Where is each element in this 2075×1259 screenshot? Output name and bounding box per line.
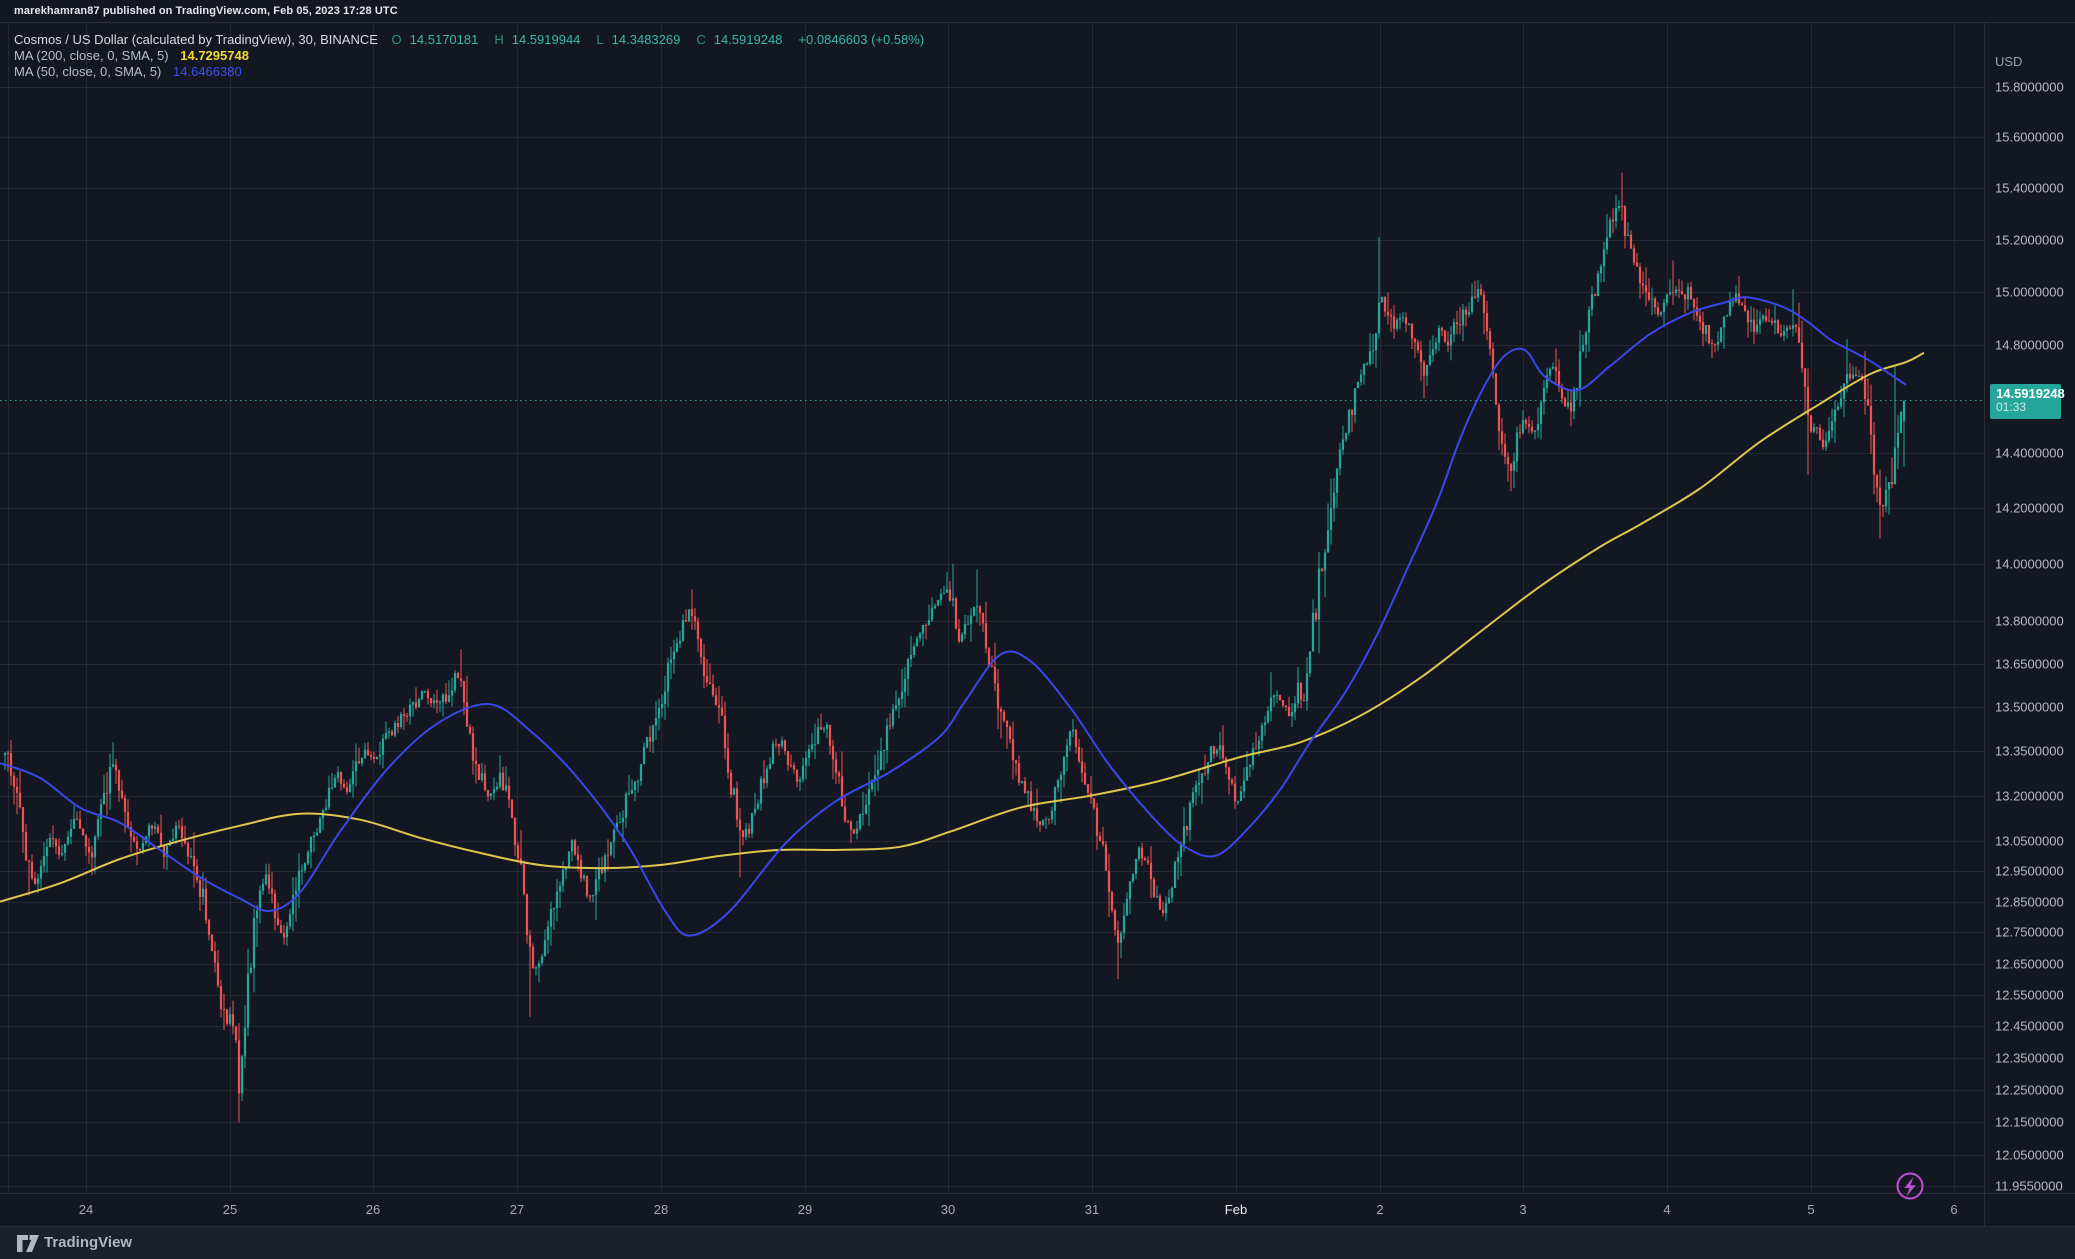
time-tick-label: 29 [797,1202,813,1217]
ma50-line [0,296,1907,937]
price-tick-label: 15.2000000 [1995,232,2064,248]
brand-text: TradingView [44,1234,133,1251]
time-tick-label: 28 [653,1202,669,1217]
price-tick-label: 13.6500000 [1995,656,2064,672]
close-value: 14.5919248 [713,32,783,47]
time-tick-label: 27 [509,1202,525,1217]
price-tick-label: 13.3500000 [1995,743,2064,759]
price-tick-label: 12.7500000 [1995,924,2064,940]
price-tick-label: 13.5000000 [1995,699,2064,715]
time-tick-label: Feb [1224,1202,1248,1217]
price-tick-label: 12.6500000 [1995,956,2064,971]
price-tick-label: 13.0500000 [1995,833,2064,849]
price-axis[interactable]: USD 14.5919248 01:33 15.8000000 15.600000… [1985,22,2075,1226]
time-axis[interactable]: 24 25 26 27 28 29 30 31 Feb 2 3 4 5 6 [0,1193,1984,1226]
price-tick-label: 12.5500000 [1995,987,2064,1003]
time-tick-label: 25 [222,1202,238,1217]
price-tick-label: 12.3500000 [1995,1050,2064,1066]
price-tick-label: 14.0000000 [1995,556,2064,572]
currency-label: USD [1995,54,2023,69]
open-value: 14.5170181 [409,32,479,47]
time-tick-label: 31 [1084,1202,1100,1217]
ma50-label: MA (50, close, 0, SMA, 5) [14,64,162,79]
last-price-tag: 14.5919248 01:33 [1990,383,2065,419]
time-tick-label: 30 [940,1202,956,1217]
time-tick-label: 26 [365,1202,381,1217]
price-tick-label: 15.4000000 [1995,180,2064,196]
time-tick-label: 6 [1950,1202,1958,1217]
down-candles [6,172,1894,1123]
ma50-row[interactable]: MA (50, close, 0, SMA, 5) 14.6466380 [14,64,932,80]
publish-bar: marekhamran87 published on TradingView.c… [0,0,2075,22]
flash-circle [1896,1172,1924,1200]
change-value: +0.0846603 (+0.58%) [798,32,925,47]
chart-legend: Cosmos / US Dollar (calculated by Tradin… [14,32,932,80]
symbol-title: Cosmos / US Dollar (calculated by Tradin… [14,32,378,47]
ma200-value: 14.7295748 [180,48,249,63]
time-tick-label: 2 [1376,1202,1384,1217]
price-tick-label: 15.8000000 [1995,79,2064,95]
ohlc-values: O 14.5170181 H 14.5919944 L 14.3483269 C 14.591… [391,32,925,47]
price-tick-label: 12.4500000 [1995,1018,2064,1034]
price-tick-label: 11.9550000 [1995,1178,2063,1194]
publish-line: marekhamran87 published on TradingView.c… [14,5,398,17]
flash-button[interactable] [1896,1172,1924,1200]
time-tick-label: 5 [1807,1202,1815,1217]
price-tick-label: 12.2500000 [1995,1082,2064,1098]
price-tick-label: 12.9500000 [1995,863,2064,879]
ma200-row[interactable]: MA (200, close, 0, SMA, 5) 14.7295748 [14,48,932,64]
price-tick-label: 13.2000000 [1995,788,2064,804]
tradingview-logo[interactable] [16,1234,40,1253]
price-tick-label: 14.4000000 [1995,445,2064,461]
up-candles [3,195,1906,1102]
low-value: 14.3483269 [611,32,681,47]
price-tick-label: 12.8500000 [1995,894,2064,910]
price-tick-label: 12.0500000 [1995,1147,2064,1163]
bar-countdown: 01:33 [1996,399,2027,414]
price-tick-label: 12.1500000 [1995,1114,2064,1130]
price-tick-label: 14.8000000 [1995,337,2064,353]
ma200-line [0,351,1925,903]
price-tick-label: 14.2000000 [1995,500,2064,516]
ma50-value: 14.6466380 [173,64,242,79]
time-tick-label: 3 [1519,1202,1527,1217]
time-tick-label: 24 [78,1202,94,1217]
price-tick-label: 15.6000000 [1995,129,2064,145]
symbol-row[interactable]: Cosmos / US Dollar (calculated by Tradin… [14,32,932,48]
grid-lines [0,23,1984,1193]
price-tick-label: 15.0000000 [1995,284,2064,300]
footer-bar: TradingView [0,1226,2075,1259]
last-price-value: 14.5919248 [1996,385,2065,401]
price-tick-label: 13.8000000 [1995,613,2064,629]
ma200-label: MA (200, close, 0, SMA, 5) [14,48,169,63]
flash-bolt-icon [1904,1176,1916,1197]
high-value: 14.5919944 [511,32,581,47]
time-tick-label: 4 [1663,1202,1671,1217]
pane-borders [0,22,2075,1226]
